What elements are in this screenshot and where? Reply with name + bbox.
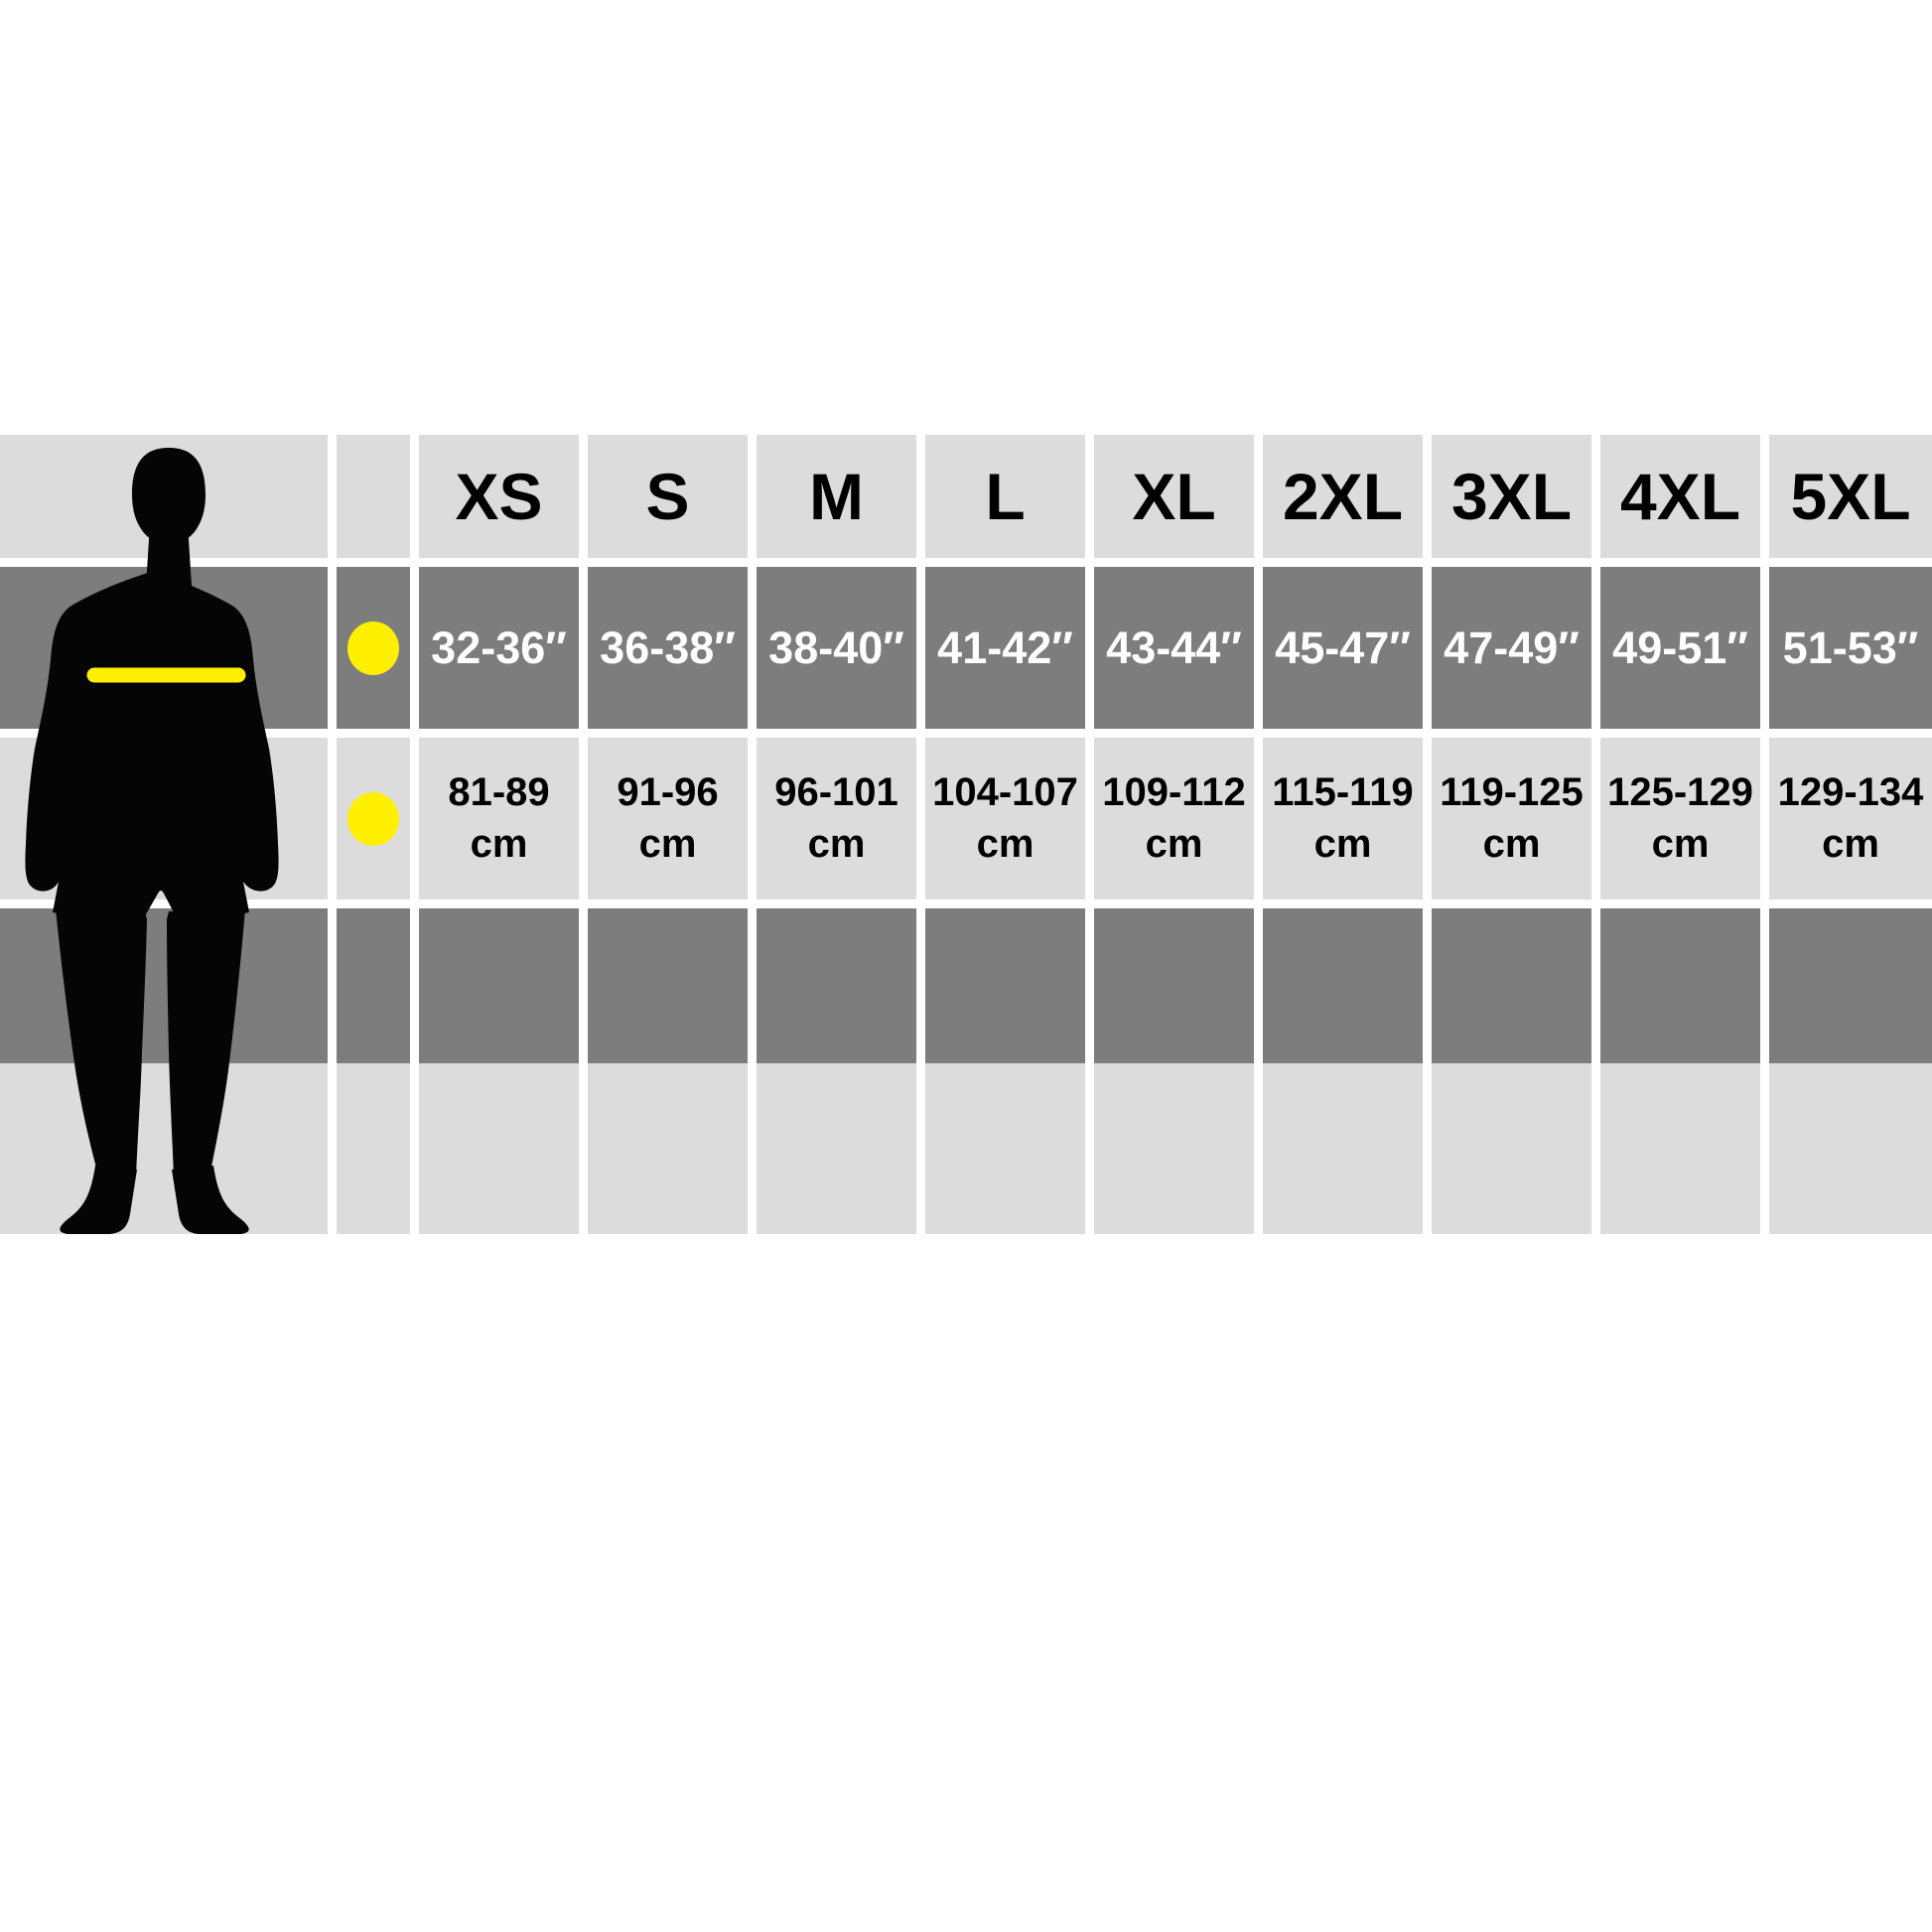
chest-cm-m: 96-101 cm: [774, 770, 898, 866]
empty-cell: [588, 1063, 748, 1234]
inches-cell-5xl: 51-53″: [1769, 567, 1932, 729]
header-cell-2xl: 2XL: [1263, 435, 1423, 558]
chest-inches-xl: 43-44″: [1106, 621, 1242, 673]
chest-inches-m: 38-40″: [768, 621, 904, 673]
chest-cm-2xl: 115-119 cm: [1272, 770, 1414, 866]
cm-cell-l: 104-107 cm: [925, 738, 1085, 899]
chest-inches-2xl: 45-47″: [1275, 621, 1411, 673]
empty-cell: [1432, 908, 1591, 1063]
cm-cell-5xl: 129-134 cm: [1769, 738, 1932, 899]
cm-cell-3xl: 119-125 cm: [1432, 738, 1591, 899]
empty-cell: [1600, 908, 1760, 1063]
header-cell-xs: XS: [419, 435, 579, 558]
size-label-3xl: 3XL: [1450, 460, 1573, 533]
inches-cell-marker: [337, 567, 410, 729]
chest-cm-4xl: 125-129 cm: [1607, 770, 1753, 866]
inches-cell-2xl: 45-47″: [1263, 567, 1423, 729]
chest-cm-xl: 109-112 cm: [1102, 770, 1246, 866]
size-label-m: M: [809, 460, 864, 533]
chest-cm-5xl: 129-134 cm: [1777, 770, 1924, 866]
inches-cell-s: 36-38″: [588, 567, 748, 729]
inches-cell-3xl: 47-49″: [1432, 567, 1591, 729]
cm-cell-4xl: 125-129 cm: [1600, 738, 1760, 899]
size-label-l: L: [985, 460, 1026, 533]
size-label-xl: XL: [1132, 460, 1216, 533]
header-cell-m: M: [757, 435, 916, 558]
chest-cm-s: 91-96 cm: [617, 770, 719, 866]
inches-cell-l: 41-42″: [925, 567, 1085, 729]
empty-cell: [0, 1063, 328, 1234]
empty-cell: [337, 908, 410, 1063]
size-label-xs: XS: [455, 460, 543, 533]
empty-cell: [1263, 1063, 1423, 1234]
cm-cell-figure: [0, 738, 328, 899]
header-cell-s: S: [588, 435, 748, 558]
header-cell-5xl: 5XL: [1769, 435, 1932, 558]
chest-cm-l: 104-107 cm: [932, 770, 1078, 866]
inches-cell-4xl: 49-51″: [1600, 567, 1760, 729]
header-cell-4xl: 4XL: [1600, 435, 1760, 558]
chest-inches-3xl: 47-49″: [1444, 621, 1580, 673]
empty-cell: [1600, 1063, 1760, 1234]
header-cell-figure: [0, 435, 328, 558]
size-chart-table: XS S M L XL 2XL 3XL 4XL 5XL 32-36″ 36-38…: [0, 435, 1932, 1234]
chest-measure-dot-icon: [347, 621, 399, 675]
cm-cell-s: 91-96 cm: [588, 738, 748, 899]
empty-cell: [925, 908, 1085, 1063]
chest-inches-5xl: 51-53″: [1782, 621, 1919, 673]
size-label-s: S: [645, 460, 690, 533]
inches-cell-figure: [0, 567, 328, 729]
size-label-4xl: 4XL: [1619, 460, 1741, 533]
header-cell-marker: [337, 435, 410, 558]
empty-cell: [757, 1063, 916, 1234]
chest-inches-xs: 32-36″: [431, 621, 567, 673]
cm-cell-m: 96-101 cm: [757, 738, 916, 899]
empty-cell: [337, 1063, 410, 1234]
empty-cell: [419, 1063, 579, 1234]
empty-cell: [588, 908, 748, 1063]
cm-cell-marker: [337, 738, 410, 899]
empty-cell: [1094, 908, 1254, 1063]
inches-cell-xs: 32-36″: [419, 567, 579, 729]
cm-cell-2xl: 115-119 cm: [1263, 738, 1423, 899]
cm-cell-xs: 81-89 cm: [419, 738, 579, 899]
chest-inches-l: 41-42″: [937, 621, 1073, 673]
size-label-5xl: 5XL: [1790, 460, 1911, 533]
empty-cell: [1263, 908, 1423, 1063]
empty-cell: [0, 908, 328, 1063]
chest-measure-dot-icon: [347, 791, 399, 846]
empty-cell: [1769, 1063, 1932, 1234]
header-cell-3xl: 3XL: [1432, 435, 1591, 558]
size-label-2xl: 2XL: [1282, 460, 1404, 533]
chest-cm-xs: 81-89 cm: [448, 770, 550, 866]
inches-cell-m: 38-40″: [757, 567, 916, 729]
inches-cell-xl: 43-44″: [1094, 567, 1254, 729]
header-cell-xl: XL: [1094, 435, 1254, 558]
header-cell-l: L: [925, 435, 1085, 558]
empty-cell: [925, 1063, 1085, 1234]
chest-cm-3xl: 119-125 cm: [1440, 770, 1584, 866]
empty-cell: [1094, 1063, 1254, 1234]
empty-cell: [1432, 1063, 1591, 1234]
chest-inches-s: 36-38″: [600, 621, 736, 673]
chest-inches-4xl: 49-51″: [1612, 621, 1748, 673]
cm-cell-xl: 109-112 cm: [1094, 738, 1254, 899]
empty-cell: [419, 908, 579, 1063]
empty-cell: [1769, 908, 1932, 1063]
empty-cell: [757, 908, 916, 1063]
